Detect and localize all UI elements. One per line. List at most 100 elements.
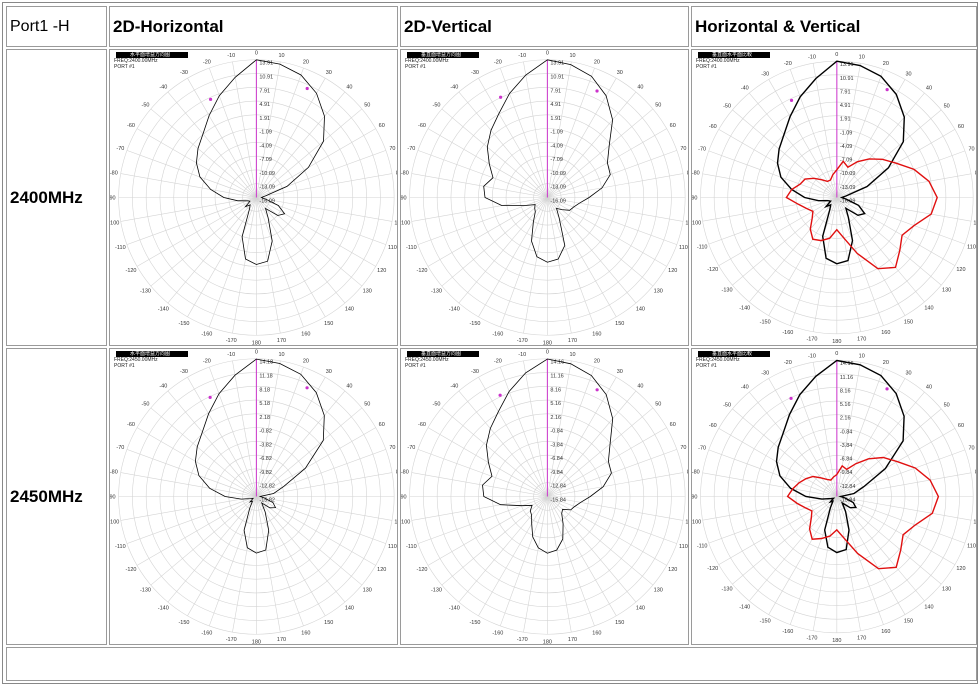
- plot-port: PORT #1: [114, 64, 135, 70]
- angle-tick-label: -40: [450, 85, 458, 91]
- radial-tick-label: -15.82: [259, 498, 275, 504]
- angle-tick-label: 30: [905, 71, 911, 77]
- beamwidth-marker: [499, 95, 503, 99]
- polar-spoke: [836, 496, 861, 631]
- angle-tick-label: 180: [543, 340, 552, 345]
- radial-tick-label: 8.18: [259, 387, 270, 393]
- plot-port: PORT #1: [114, 363, 135, 369]
- angle-tick-label: -170: [226, 338, 237, 344]
- angle-tick-label: 60: [379, 123, 385, 129]
- radial-tick-label: -10.09: [840, 171, 856, 177]
- polar-spoke: [836, 391, 925, 497]
- radial-tick-label: 1.91: [259, 116, 270, 122]
- polar-spoke: [256, 197, 304, 328]
- angle-tick-label: 140: [636, 306, 645, 312]
- polar-spoke: [547, 496, 617, 616]
- polar-spoke: [499, 67, 548, 198]
- angle-tick-label: 20: [883, 61, 889, 67]
- polar-plot-2400-vertical: 0102030405060708090100110120130140150160…: [400, 49, 689, 346]
- polar-spoke: [836, 150, 966, 198]
- plot-meta: FREQ:2400.00MHz PORT #1: [696, 58, 740, 70]
- pattern-trace-horizontal: [195, 59, 325, 265]
- angle-tick-label: 70: [389, 146, 395, 152]
- angle-tick-label: -100: [401, 221, 410, 227]
- angle-tick-label: -80: [401, 469, 409, 475]
- radial-tick-label: -9.84: [550, 470, 563, 476]
- radial-tick-label: 11.16: [840, 375, 853, 381]
- angle-tick-label: 40: [926, 385, 932, 391]
- polar-spoke: [547, 197, 677, 245]
- angle-tick-label: -140: [739, 305, 750, 311]
- angle-tick-label: 130: [654, 289, 663, 295]
- polar-spoke: [187, 197, 257, 317]
- angle-tick-label: -10: [808, 54, 816, 60]
- plot-freq: FREQ:2400.00MHz: [114, 58, 158, 64]
- beamwidth-marker: [305, 386, 309, 390]
- radial-tick-label: 11.18: [259, 374, 272, 380]
- polar-spoke: [732, 408, 838, 497]
- angle-tick-label: 150: [904, 619, 913, 625]
- plot-title-bar: 垂直面增益方向图: [407, 52, 479, 58]
- plot-meta: FREQ:2400.00MHz PORT #1: [405, 58, 449, 70]
- radial-tick-label: 7.91: [550, 88, 561, 94]
- polar-spoke: [427, 128, 548, 198]
- polar-spoke: [120, 173, 257, 198]
- polar-spoke: [411, 496, 548, 521]
- angle-tick-label: -150: [760, 320, 771, 326]
- radial-tick-label: -4.09: [840, 144, 853, 150]
- polar-spoke: [256, 197, 376, 267]
- angle-tick-label: -30: [180, 369, 188, 375]
- angle-tick-label: 100: [973, 519, 976, 525]
- polar-spoke: [702, 197, 837, 222]
- row-label-2400: 2400MHz: [6, 49, 107, 346]
- polar-spoke: [768, 496, 838, 615]
- polar-spoke: [547, 496, 677, 544]
- polar-spoke: [768, 378, 838, 497]
- angle-tick-label: -10: [808, 353, 816, 359]
- radial-tick-label: 5.16: [840, 402, 851, 408]
- angle-tick-label: -10: [227, 53, 235, 59]
- plot-title-bar: 垂直面水平面比較: [698, 351, 770, 357]
- polar-spoke: [256, 496, 386, 544]
- polar-spoke: [478, 78, 548, 198]
- angle-tick-label: -130: [431, 289, 442, 295]
- polar-spoke: [732, 496, 838, 585]
- radial-tick-label: -6.84: [550, 456, 563, 462]
- angle-tick-label: -160: [201, 332, 212, 338]
- angle-tick-label: 170: [277, 338, 286, 344]
- beamwidth-marker: [885, 88, 889, 92]
- radial-tick-label: -3.82: [259, 442, 272, 448]
- radial-tick-label: -9.84: [840, 470, 853, 476]
- angle-tick-label: 50: [655, 401, 661, 407]
- polar-spoke: [547, 496, 654, 586]
- polar-spoke: [150, 407, 257, 497]
- angle-tick-label: -110: [697, 245, 708, 251]
- polar-spoke: [789, 368, 838, 497]
- angle-tick-label: -50: [142, 401, 150, 407]
- angle-tick-label: -150: [178, 620, 189, 626]
- angle-tick-label: 10: [859, 54, 865, 60]
- angle-tick-label: 120: [668, 567, 677, 573]
- polar-spoke: [256, 173, 393, 198]
- radial-tick-label: 13.91: [550, 61, 564, 67]
- angle-tick-label: -10: [518, 53, 526, 59]
- plot-port: PORT #1: [405, 64, 426, 70]
- radial-tick-label: -9.82: [259, 470, 272, 476]
- angle-tick-label: -50: [723, 103, 731, 109]
- polar-spoke: [836, 408, 942, 497]
- plot-freq: FREQ:2450.00MHz: [405, 357, 449, 363]
- angle-tick-label: -140: [158, 306, 169, 312]
- angle-tick-label: 140: [345, 306, 354, 312]
- angle-tick-label: 110: [388, 544, 397, 550]
- angle-tick-label: -20: [784, 61, 792, 67]
- polar-spoke: [427, 427, 548, 497]
- angle-tick-label: -50: [723, 402, 731, 408]
- polar-spoke: [718, 496, 837, 565]
- pattern-trace-vertical: [785, 158, 938, 270]
- angle-tick-label: -50: [433, 102, 441, 108]
- polar-spoke: [836, 472, 972, 497]
- angle-tick-label: 170: [277, 637, 286, 643]
- radial-tick-label: -1.09: [840, 130, 853, 136]
- angle-tick-label: -10: [227, 352, 235, 358]
- angle-tick-label: -130: [140, 289, 151, 295]
